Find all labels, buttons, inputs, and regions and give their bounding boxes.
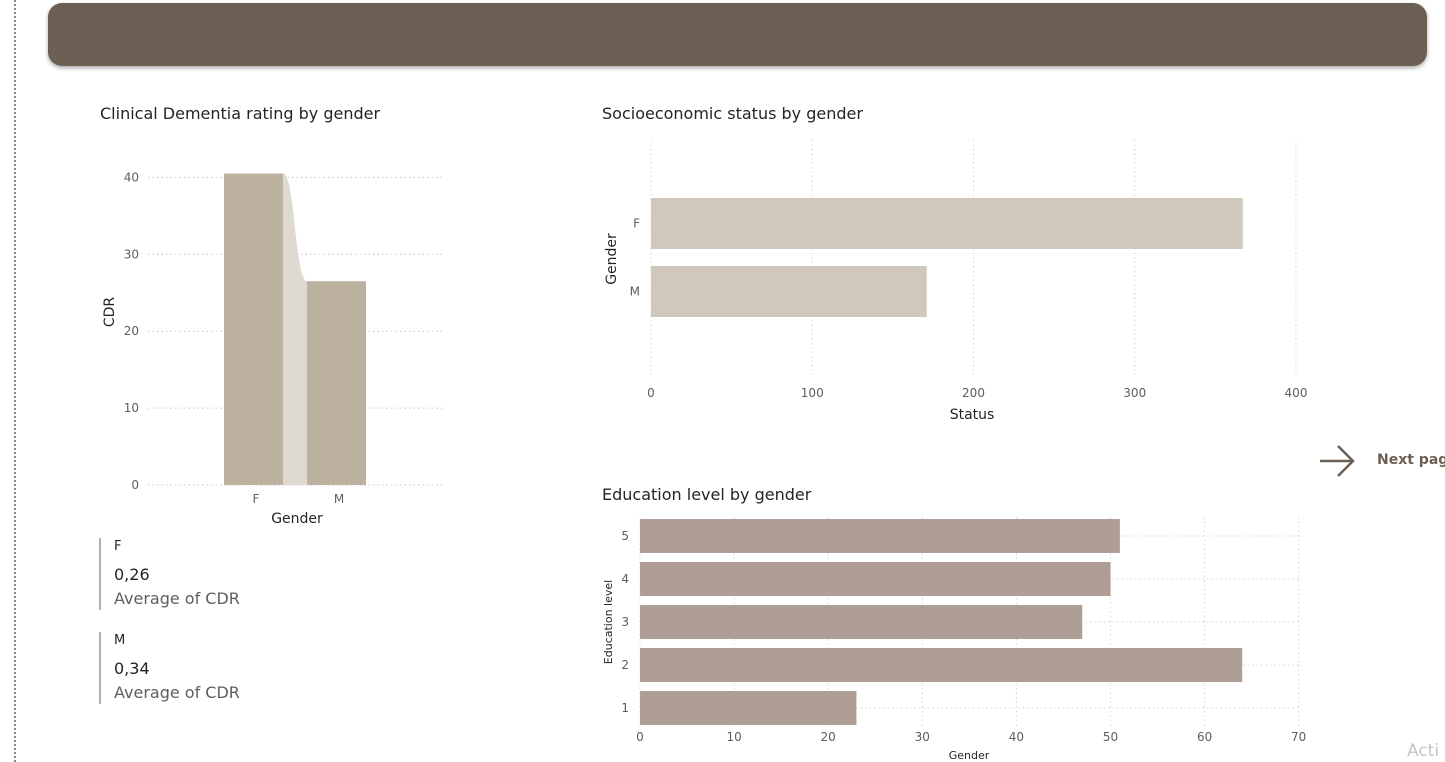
y-tick-label: 4 xyxy=(621,572,629,586)
y-tick-label: 1 xyxy=(621,701,629,715)
kpi-card-f: F 0,26 Average of CDR xyxy=(99,538,240,610)
x-tick-label: 30 xyxy=(915,730,930,744)
x-tick-label: 100 xyxy=(801,386,824,400)
y-tick-label: 20 xyxy=(124,324,139,338)
x-tick-label: 400 xyxy=(1285,386,1308,400)
x-tick-label: 10 xyxy=(726,730,741,744)
y-axis-title: CDR xyxy=(102,297,118,328)
bar xyxy=(651,266,927,317)
x-tick-label: 300 xyxy=(1123,386,1146,400)
x-axis-title: Gender xyxy=(949,749,990,762)
y-axis-title: Gender xyxy=(604,233,620,285)
kpi-card-caption: Average of CDR xyxy=(114,589,240,608)
page-left-border xyxy=(14,0,16,762)
ses-chart: 0 100 200 300 400 F M Status Gender xyxy=(604,140,1308,423)
y-tick-label: 10 xyxy=(124,401,139,415)
bar xyxy=(640,648,1243,682)
ses-chart-title: Socioeconomic status by gender xyxy=(602,104,863,123)
bar xyxy=(640,605,1083,639)
y-tick-label: 3 xyxy=(621,615,629,629)
x-tick-label: 70 xyxy=(1291,730,1306,744)
x-tick-label: M xyxy=(334,492,344,506)
x-axis-title: Gender xyxy=(271,511,323,527)
header-banner xyxy=(48,3,1427,66)
x-tick-label: 0 xyxy=(636,730,644,744)
y-tick-label: 5 xyxy=(621,529,629,543)
bar xyxy=(307,281,366,485)
kpi-card-label: M xyxy=(114,633,126,648)
x-tick-label: 50 xyxy=(1103,730,1118,744)
arrow-right-icon xyxy=(1320,445,1355,477)
kpi-card-caption: Average of CDR xyxy=(114,683,240,702)
y-tick-label: M xyxy=(630,285,640,299)
x-tick-label: F xyxy=(253,492,260,506)
x-tick-label: 20 xyxy=(821,730,836,744)
x-tick-label: 60 xyxy=(1197,730,1212,744)
next-page-button[interactable]: Next page xyxy=(1318,443,1445,479)
activation-watermark: Acti xyxy=(1407,741,1440,761)
y-tick-label: 0 xyxy=(131,478,139,492)
cdr-chart: 0 10 20 30 40 F M Gender CDR xyxy=(102,170,445,527)
x-tick-label: 200 xyxy=(962,386,985,400)
x-tick-label: 0 xyxy=(647,386,655,400)
next-page-label: Next page xyxy=(1377,452,1445,468)
bar xyxy=(224,173,283,485)
y-tick-label: 30 xyxy=(124,247,139,261)
x-tick-label: 40 xyxy=(1009,730,1024,744)
kpi-card-value: 0,26 xyxy=(114,565,150,584)
cdr-chart-title: Clinical Dementia rating by gender xyxy=(100,104,381,123)
kpi-card-value: 0,34 xyxy=(114,659,150,678)
edu-chart-title: Education level by gender xyxy=(602,485,812,504)
kpi-card-m: M 0,34 Average of CDR xyxy=(99,632,240,704)
bar xyxy=(640,519,1120,553)
x-axis-title: Status xyxy=(950,407,995,423)
edu-chart: 0 10 20 30 40 50 60 70 5 4 3 2 1 Gender Education leve… xyxy=(602,517,1306,762)
y-axis-title: Education level xyxy=(602,580,615,664)
y-tick-label: F xyxy=(633,217,640,231)
y-tick-label: 2 xyxy=(621,658,629,672)
bar xyxy=(640,562,1111,596)
bar xyxy=(651,198,1243,249)
y-tick-label: 40 xyxy=(124,170,139,184)
bar xyxy=(640,691,857,725)
bar-ribbon xyxy=(283,173,307,485)
kpi-card-label: F xyxy=(114,539,122,554)
